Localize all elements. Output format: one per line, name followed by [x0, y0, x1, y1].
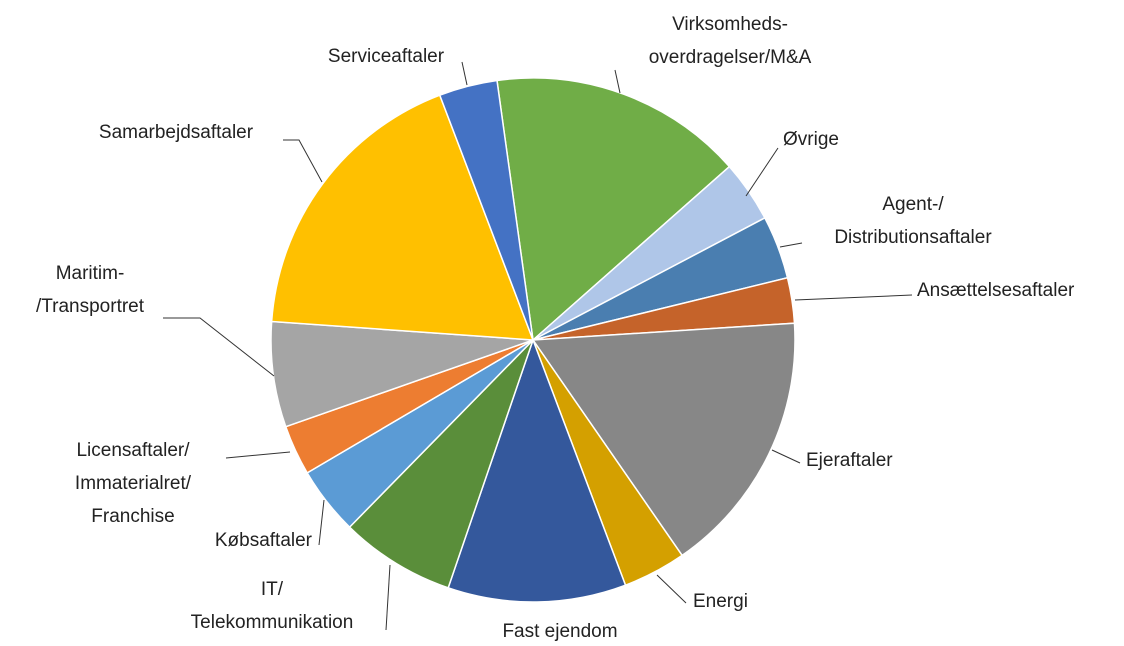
- label-line: Energi: [693, 591, 748, 612]
- label-line: Øvrige: [783, 129, 839, 150]
- label-line: Telekommunikation: [191, 612, 354, 633]
- leader-line: [385, 564, 391, 631]
- slice-label: IT/Telekommunikation: [191, 579, 354, 633]
- label-line: Franchise: [91, 506, 174, 527]
- leader-line: [771, 449, 801, 464]
- slice-label: Samarbejdsaftaler: [99, 122, 254, 143]
- label-line: IT/: [261, 579, 284, 600]
- label-line: Immaterialret/: [75, 473, 192, 494]
- label-line: Købsaftaler: [215, 530, 313, 551]
- leader-line: [283, 139, 323, 183]
- label-line: Ejeraftaler: [806, 450, 893, 471]
- pie-slice: [270, 94, 535, 341]
- label-line: overdragelser/M&A: [649, 47, 812, 68]
- slice-label: Ejeraftaler: [806, 450, 893, 471]
- label-line: Ansættelsesaftaler: [917, 280, 1075, 301]
- label-line: /Transportret: [36, 296, 145, 317]
- slice-label: Energi: [693, 591, 748, 612]
- leader-line: [614, 69, 621, 94]
- label-line: Maritim-: [56, 263, 125, 284]
- pie-slice: [531, 322, 796, 557]
- slice-label: Fast ejendom: [502, 621, 617, 642]
- slice-label: Købsaftaler: [215, 530, 313, 551]
- leader-line: [745, 147, 779, 197]
- label-line: Agent-/: [882, 194, 944, 215]
- slice-label: Licensaftaler/Immaterialret/Franchise: [75, 440, 192, 527]
- leader-line: [461, 61, 468, 86]
- slice-label: Maritim- /Transportret: [36, 263, 145, 317]
- label-line: Samarbejdsaftaler: [99, 122, 254, 143]
- slice-label: Øvrige: [783, 129, 839, 150]
- leader-line: [656, 574, 687, 604]
- leader-line: [779, 242, 803, 248]
- label-line: Distributionsaftaler: [834, 227, 992, 248]
- pie-slice: [438, 79, 534, 341]
- label-line: Serviceaftaler: [328, 46, 445, 67]
- label-line: Licensaftaler/: [76, 440, 190, 461]
- pie-slice: [447, 337, 627, 603]
- pie-slice: [348, 339, 534, 589]
- leader-line: [225, 451, 291, 459]
- label-line: Virksomheds-: [672, 14, 788, 35]
- pie-slice: [496, 77, 731, 342]
- slice-label: Ansættelsesaftaler: [917, 280, 1075, 301]
- leader-line: [163, 317, 275, 377]
- leader-line: [794, 294, 913, 301]
- leader-line: [318, 499, 325, 546]
- label-line: Fast ejendom: [502, 621, 617, 642]
- slice-label: Serviceaftaler: [328, 46, 445, 67]
- slice-label: Virksomheds-overdragelser/M&A: [649, 14, 812, 68]
- slice-label: Agent-/ Distributionsaftaler: [834, 194, 992, 248]
